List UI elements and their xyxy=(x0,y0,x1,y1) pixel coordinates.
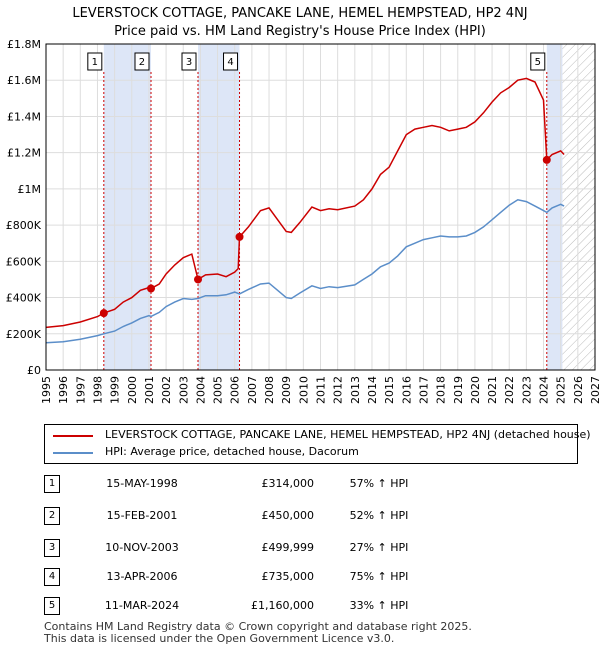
price-chart: £0 £200K £400K £600K £800K £1M £1.2M £1.4M £1.6M… xyxy=(6,38,600,404)
sale-date: 11-MAR-2024 xyxy=(104,599,180,612)
x-tick-label: 1997 xyxy=(74,376,87,404)
sale-number: 5 xyxy=(44,597,60,615)
x-tick-label: 2009 xyxy=(280,376,293,404)
x-tick-label: 2004 xyxy=(194,376,207,404)
x-tick-label: 2016 xyxy=(400,376,413,404)
sale-date: 15-MAY-1998 xyxy=(106,477,178,490)
sale-label: 3 xyxy=(186,57,192,68)
sale-number: 2 xyxy=(44,507,60,525)
legend-swatch-hpi xyxy=(53,452,93,454)
x-tick-label: 2011 xyxy=(315,376,328,404)
x-tick-label: 2002 xyxy=(160,376,173,404)
table-row: 3 10-NOV-2003 £499,999 27% ↑ HPI xyxy=(44,539,584,557)
hpi-series-line xyxy=(45,199,565,344)
x-tick-label: 2021 xyxy=(486,376,499,404)
sale-price: £1,160,000 xyxy=(251,599,314,612)
sale-label: 2 xyxy=(139,57,145,68)
sale-hpi-diff: 52% ↑ HPI xyxy=(349,509,409,522)
y-tick-label: £400K xyxy=(6,292,42,305)
x-tick-label: 2013 xyxy=(349,376,362,404)
x-tick-label: 2017 xyxy=(417,376,430,404)
chart-legend: LEVERSTOCK COTTAGE, PANCAKE LANE, HEMEL … xyxy=(44,424,591,464)
x-tick-label: 2000 xyxy=(126,376,139,404)
sale-price: £314,000 xyxy=(261,477,315,490)
sale-band-1-2 xyxy=(103,44,151,370)
x-tick-label: 2005 xyxy=(212,376,225,404)
forecast-hatch xyxy=(562,44,595,370)
x-tick-label: 2008 xyxy=(263,376,276,404)
footer-license: This data is licensed under the Open Gov… xyxy=(44,632,395,645)
sale-label-box xyxy=(87,52,103,71)
sale-label-box xyxy=(134,52,150,71)
x-tick-label: 2006 xyxy=(229,376,242,404)
sale-price: £450,000 xyxy=(261,509,315,522)
sale-date: 13-APR-2006 xyxy=(106,570,178,583)
sale-hpi-diff: 33% ↑ HPI xyxy=(349,599,409,612)
x-tick-label: 2025 xyxy=(555,376,568,404)
sale-point xyxy=(194,275,203,284)
sale-number: 4 xyxy=(44,568,60,586)
y-tick-label: £0 xyxy=(27,364,41,377)
x-tick-label: 1995 xyxy=(40,376,53,404)
chart-subtitle: Price paid vs. HM Land Registry's House … xyxy=(114,24,486,39)
legend-label-property: LEVERSTOCK COTTAGE, PANCAKE LANE, HEMEL … xyxy=(105,428,591,441)
table-row: 4 13-APR-2006 £735,000 75% ↑ HPI xyxy=(44,568,584,586)
legend-label-hpi: HPI: Average price, detached house, Daco… xyxy=(105,445,359,458)
footer-copyright: Contains HM Land Registry data © Crown c… xyxy=(44,620,472,633)
x-tick-label: 2012 xyxy=(332,376,345,404)
x-tick-label: 2023 xyxy=(520,376,533,404)
x-tick-label: 1999 xyxy=(109,376,122,404)
table-row: 1 15-MAY-1998 £314,000 57% ↑ HPI xyxy=(44,475,584,493)
sale-date: 15-FEB-2001 xyxy=(106,509,178,522)
x-tick-label: 2010 xyxy=(297,376,310,404)
x-tick-label: 2003 xyxy=(177,376,190,404)
x-tick-label: 2026 xyxy=(572,376,585,404)
sale-point xyxy=(542,155,551,164)
sale-label: 4 xyxy=(227,57,233,68)
plot-frame xyxy=(45,43,596,371)
sale-hpi-diff: 57% ↑ HPI xyxy=(349,477,409,490)
sale-label-box xyxy=(181,52,197,71)
x-tick-label: 2019 xyxy=(452,376,465,404)
sale-label-box xyxy=(223,52,239,71)
sale-price: £499,999 xyxy=(261,541,315,554)
y-tick-label: £1.6M xyxy=(7,74,41,87)
sale-number: 3 xyxy=(44,539,60,557)
sale-hpi-diff: 75% ↑ HPI xyxy=(349,570,409,583)
x-tick-label: 2020 xyxy=(469,376,482,404)
y-tick-label: £1.2M xyxy=(7,147,41,160)
legend-swatch-property xyxy=(53,435,93,437)
sale-label: 1 xyxy=(92,57,98,68)
y-tick-label: £1.4M xyxy=(7,110,41,123)
sale-band-3-4 xyxy=(198,44,240,370)
y-tick-label: £1.8M xyxy=(7,38,41,51)
x-tick-label: 2027 xyxy=(589,376,600,404)
sale-point xyxy=(146,284,155,293)
y-tick-label: £1M xyxy=(18,183,42,196)
x-tick-label: 2007 xyxy=(246,376,259,404)
x-tick-label: 2022 xyxy=(503,376,516,404)
sale-label-box xyxy=(530,52,546,71)
sale-point xyxy=(99,309,108,318)
sale-label: 5 xyxy=(535,57,541,68)
y-tick-label: £600K xyxy=(6,255,42,268)
table-row: 2 15-FEB-2001 £450,000 52% ↑ HPI xyxy=(44,507,584,525)
chart-title: LEVERSTOCK COTTAGE, PANCAKE LANE, HEMEL … xyxy=(72,6,528,21)
y-tick-label: £200K xyxy=(6,328,42,341)
sale-number: 1 xyxy=(44,475,60,493)
x-tick-label: 2024 xyxy=(538,376,551,404)
x-tick-label: 2018 xyxy=(435,376,448,404)
table-row: 5 11-MAR-2024 £1,160,000 33% ↑ HPI xyxy=(44,597,584,615)
x-tick-label: 2015 xyxy=(383,376,396,404)
x-tick-label: 1998 xyxy=(91,376,104,404)
x-tick-label: 1996 xyxy=(57,376,70,404)
y-tick-label: £800K xyxy=(6,219,42,232)
sale-date: 10-NOV-2003 xyxy=(105,541,179,554)
x-tick-label: 2001 xyxy=(143,376,156,404)
x-tick-label: 2014 xyxy=(366,376,379,404)
sale-price: £735,000 xyxy=(261,570,315,583)
sale-point xyxy=(235,232,244,241)
sale-hpi-diff: 27% ↑ HPI xyxy=(349,541,409,554)
